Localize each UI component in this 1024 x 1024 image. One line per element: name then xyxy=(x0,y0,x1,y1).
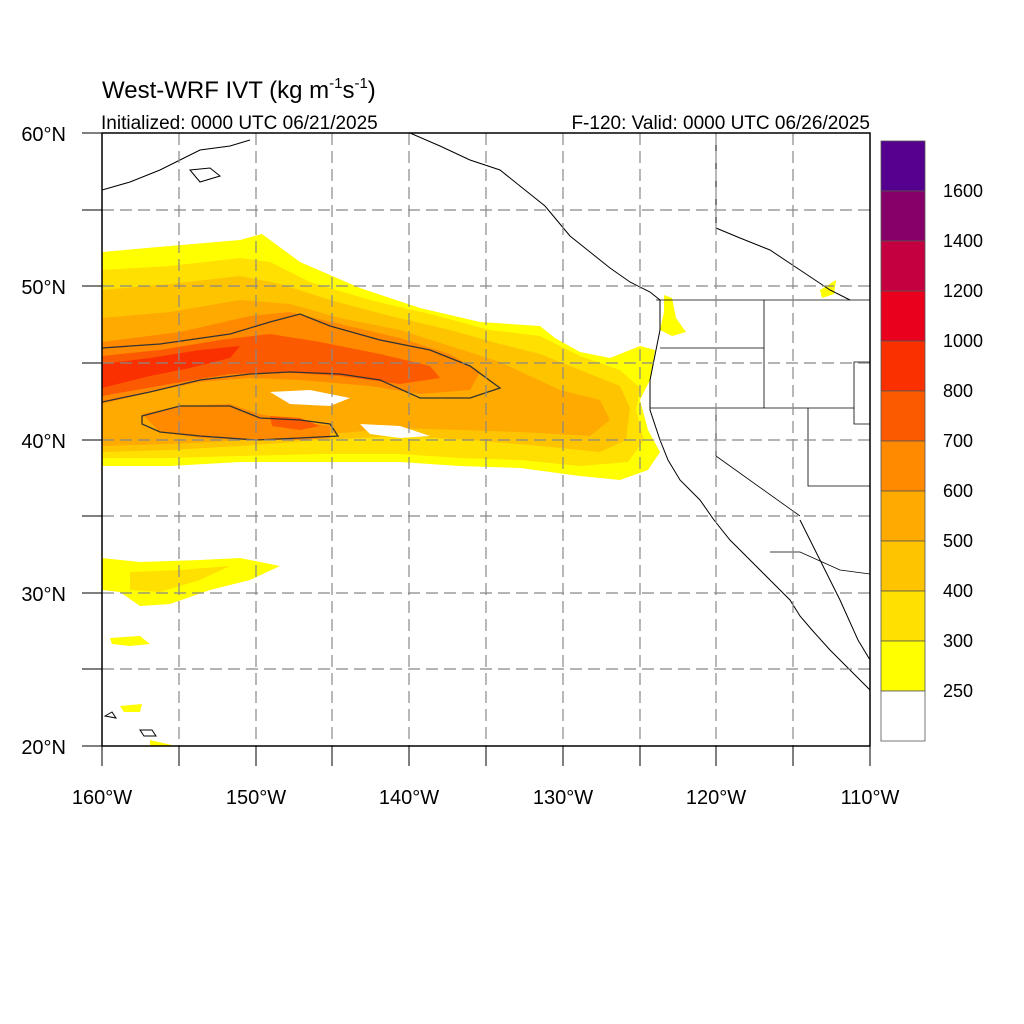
ivt-700-region xyxy=(102,334,440,396)
colorbar-swatch xyxy=(880,340,926,392)
colorbar-label: 400 xyxy=(943,581,973,601)
colorbar-label: 500 xyxy=(943,531,973,551)
colorbar-label: 1200 xyxy=(943,281,983,301)
map-panel: 60°N 50°N 40°N 30°N 20°N 160°W 150°W 140… xyxy=(21,124,899,809)
colorbar: 1600 1400 1200 1000 800 700 600 500 400 300 250 xyxy=(880,140,983,742)
axis-ticks xyxy=(82,132,871,766)
colorbar-label: 1400 xyxy=(943,231,983,251)
lon-label: 110°W xyxy=(841,787,900,809)
colorbar-label: 1600 xyxy=(943,181,983,201)
colorbar-swatch xyxy=(880,690,926,742)
graticule xyxy=(102,133,870,746)
lat-label: 30°N xyxy=(21,584,66,606)
ivt-contours xyxy=(102,313,502,441)
colorbar-label: 250 xyxy=(943,681,973,701)
init-time-label: Initialized: 0000 UTC 06/21/2025 xyxy=(101,113,378,134)
colorbar-label: 600 xyxy=(943,481,973,501)
colorbar-swatch xyxy=(880,540,926,592)
colorbar-swatch xyxy=(880,390,926,442)
lon-label: 120°W xyxy=(686,787,746,809)
colorbar-label: 300 xyxy=(943,631,973,651)
lat-labels: 60°N 50°N 40°N 30°N 20°N xyxy=(21,124,66,759)
lat-label: 20°N xyxy=(21,737,66,759)
colorbar-swatch xyxy=(880,240,926,292)
map-title: West-WRF IVT (kg m-1s-1) xyxy=(102,75,376,104)
colorbar-label: 700 xyxy=(943,431,973,451)
colorbar-swatch xyxy=(880,640,926,692)
lat-label: 40°N xyxy=(21,431,66,453)
colorbar-label: 1000 xyxy=(943,331,983,351)
coastlines xyxy=(102,133,870,737)
colorbar-swatch xyxy=(880,440,926,492)
colorbar-swatch xyxy=(880,290,926,342)
lon-label: 150°W xyxy=(226,787,286,809)
colorbar-swatch xyxy=(880,140,926,192)
colorbar-swatch xyxy=(880,590,926,642)
colorbar-label: 800 xyxy=(943,381,973,401)
ivt-800-region xyxy=(102,346,240,388)
state-borders xyxy=(650,299,870,575)
colorbar-swatch xyxy=(880,190,926,242)
valid-time-label: F-120: Valid: 0000 UTC 06/26/2025 xyxy=(571,113,870,134)
lat-label: 60°N xyxy=(21,124,66,146)
colorbar-swatch xyxy=(880,490,926,542)
lon-labels: 160°W 150°W 140°W 130°W 120°W 110°W xyxy=(72,787,900,809)
lat-label: 50°N xyxy=(21,277,66,299)
lon-label: 130°W xyxy=(533,787,593,809)
lon-label: 140°W xyxy=(379,787,439,809)
lon-label: 160°W xyxy=(72,787,132,809)
